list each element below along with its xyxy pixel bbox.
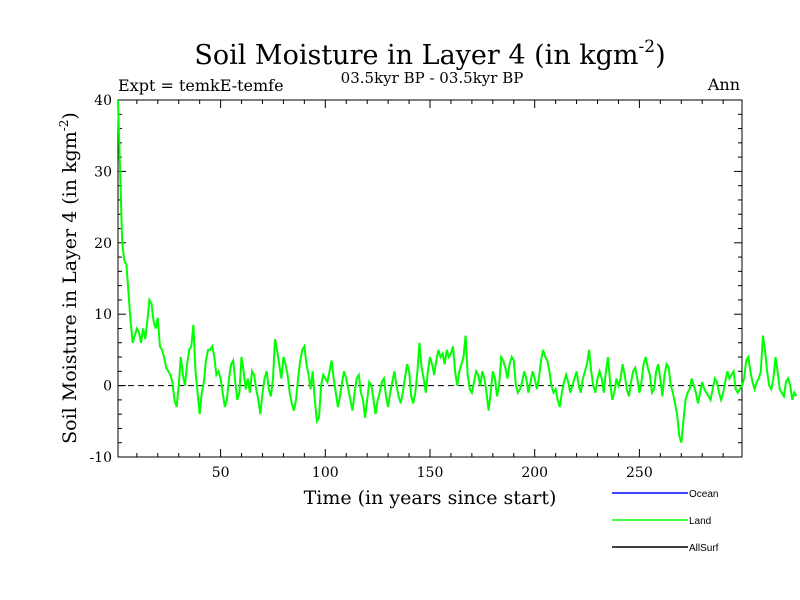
x-tick-label: 150 [417,465,444,481]
y-tick-label: 30 [94,164,112,180]
x-tick-label: 100 [312,465,339,481]
y-tick-labels: -10 0 10 20 30 40 [89,93,112,466]
expt-label: Expt = temkE-temfe [118,76,284,95]
chart-subtitle: 03.5kyr BP - 03.5kyr BP [341,69,524,87]
x-tick-labels: 50 100 150 200 250 [212,465,653,481]
legend-label-land: Land [689,516,711,527]
y-tick-label: 0 [103,379,112,395]
legend: Ocean Land AllSurf [612,489,719,554]
axis-ticks [118,99,742,458]
y-tick-label: 10 [94,307,112,323]
series-line-land [117,99,798,443]
y-tick-label: 20 [94,236,112,252]
season-label: Ann [707,75,740,94]
y-axis-label: Soil Moisture in Layer 4 (in kgm-2) [57,112,81,444]
y-tick-label: 40 [94,93,112,109]
x-tick-label: 200 [521,465,548,481]
plot-frame [117,99,743,458]
legend-label-allsurf: AllSurf [689,543,719,554]
legend-label-ocean: Ocean [689,489,718,500]
x-axis-label: Time (in years since start) [304,487,557,509]
y-tick-label: -10 [89,450,112,466]
x-tick-label: 250 [626,465,653,481]
chart-title: Soil Moisture in Layer 4 (in kgm-2) [194,37,665,71]
x-tick-label: 50 [212,465,230,481]
